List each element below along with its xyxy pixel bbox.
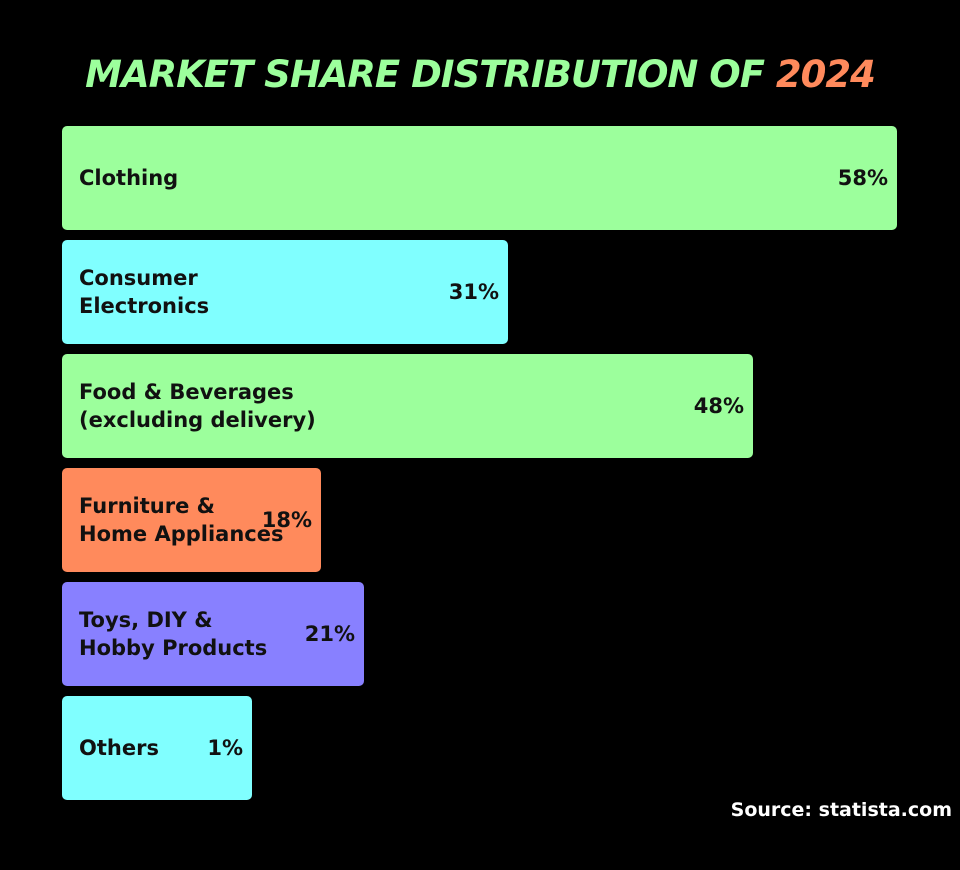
bar-category-label: Clothing <box>79 166 179 190</box>
bar-value-label: 48% <box>693 394 744 418</box>
bar-value-label: 21% <box>304 622 355 646</box>
bar: Clothing 58% <box>62 126 897 230</box>
bar: Food & Beverages (excluding delivery) 48% <box>62 354 753 458</box>
bar-category-label: Consumer Electronics <box>79 266 210 318</box>
chart-title: MARKET SHARE DISTRIBUTION OF 2024 <box>0 52 960 98</box>
bar-value-label: 31% <box>448 280 499 304</box>
bar: Others 1% <box>62 696 252 800</box>
bar-value-label: 58% <box>837 166 888 190</box>
chart-title-main: MARKET SHARE DISTRIBUTION OF <box>85 53 776 96</box>
bar-category-label: Furniture & Home Appliances <box>79 494 284 546</box>
bar-category-label: Others <box>79 736 159 760</box>
bar-category-label: Food & Beverages (excluding delivery) <box>79 380 316 432</box>
bar-category-label: Toys, DIY & Hobby Products <box>79 608 268 660</box>
bar: Toys, DIY & Hobby Products 21% <box>62 582 364 686</box>
bar-value-label: 18% <box>261 508 312 532</box>
bar: Furniture & Home Appliances 18% <box>62 468 321 572</box>
source-note: Source: statista.com <box>730 799 952 821</box>
bar-value-label: 1% <box>207 736 243 760</box>
bar: Consumer Electronics 31% <box>62 240 508 344</box>
chart-title-highlight: 2024 <box>775 53 876 96</box>
